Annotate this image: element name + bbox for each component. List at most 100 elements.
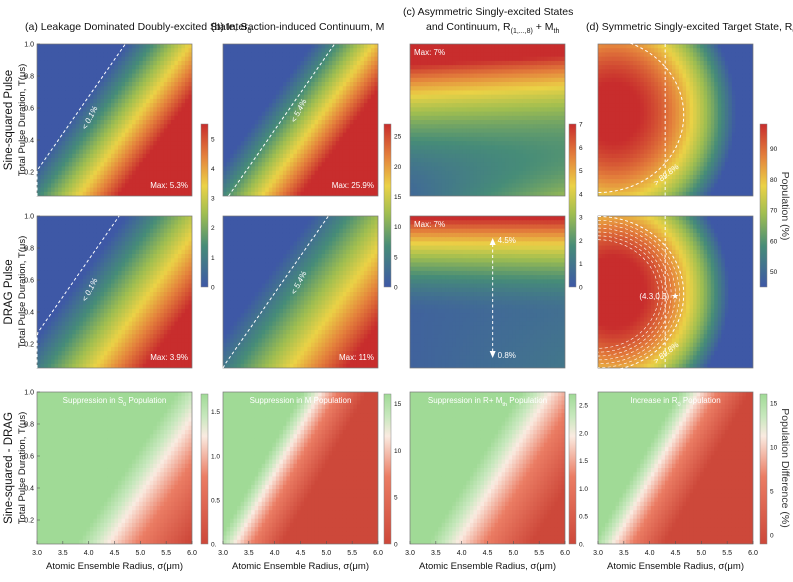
heatmap-cell <box>184 334 190 340</box>
heatmap-cell <box>58 446 63 452</box>
heatmap-cell <box>167 317 172 323</box>
heatmap-cell <box>160 334 165 340</box>
heatmap-cell <box>89 446 94 452</box>
heatmap-cell <box>184 313 190 318</box>
heatmap-cell <box>89 400 94 406</box>
heatmap-cell <box>61 270 66 276</box>
heatmap-cell <box>58 73 63 79</box>
heatmap-cell <box>51 73 56 79</box>
heatmap-cell <box>118 224 123 230</box>
heatmap-cell <box>167 459 172 465</box>
heatmap-cell <box>72 283 77 289</box>
heatmap-cell <box>121 283 126 289</box>
heatmap-cell <box>160 124 165 130</box>
heatmap-cell <box>142 476 147 482</box>
heatmap-cell <box>82 132 87 138</box>
heatmap-cell <box>139 145 144 151</box>
heatmap-cell <box>181 132 186 138</box>
heatmap-cell <box>114 338 119 344</box>
heatmap-cell <box>153 149 158 155</box>
heatmap-cell <box>107 52 112 58</box>
heatmap-cell <box>51 187 56 193</box>
heatmap-cell <box>103 459 109 465</box>
heatmap-cell <box>149 262 154 268</box>
colorbar-tick-label: 2 <box>211 225 215 232</box>
heatmap-cell <box>184 317 190 323</box>
heatmap-cell <box>114 141 119 146</box>
heatmap-cell <box>79 404 84 410</box>
heatmap-cell <box>75 438 80 444</box>
heatmap-cell <box>174 228 179 234</box>
heatmap-cell <box>75 220 80 226</box>
heatmap-cell <box>139 404 144 410</box>
heatmap-cell <box>100 325 105 331</box>
heatmap-cell <box>86 459 91 465</box>
heatmap-cell <box>237 48 242 54</box>
heatmap-cell <box>156 287 161 293</box>
heatmap-cell <box>110 334 116 340</box>
heatmap-cell <box>110 162 116 168</box>
heatmap-cell <box>47 442 52 448</box>
heatmap-cell <box>167 476 172 482</box>
heatmap-cell <box>61 421 66 427</box>
heatmap-cell <box>156 241 161 247</box>
heatmap-cell <box>54 480 59 486</box>
heatmap-cell <box>72 98 77 104</box>
heatmap-cell <box>167 56 172 62</box>
heatmap-cell <box>58 472 63 478</box>
heatmap-cell <box>96 539 102 544</box>
heatmap-cell <box>114 480 119 486</box>
heatmap-cell <box>110 292 116 297</box>
heatmap-cell <box>61 531 66 537</box>
heatmap-cell <box>86 136 91 142</box>
heatmap-cell <box>160 539 165 544</box>
heatmap-cell <box>86 241 91 247</box>
heatmap-cell <box>40 48 45 54</box>
heatmap-cell <box>100 363 105 368</box>
heatmap-cell <box>149 224 154 230</box>
heatmap-cell <box>121 258 126 264</box>
heatmap-cell <box>82 425 87 431</box>
heatmap-cell <box>156 103 161 108</box>
heatmap-cell <box>149 392 154 397</box>
heatmap-cell <box>118 304 123 310</box>
heatmap-cell <box>51 174 56 180</box>
heatmap-cell <box>40 430 45 435</box>
heatmap-cell <box>160 459 165 465</box>
heatmap-cell <box>51 468 56 473</box>
heatmap-cell <box>170 421 175 427</box>
heatmap-cell <box>156 535 161 541</box>
heatmap-cell <box>75 476 80 482</box>
heatmap-cell <box>167 191 172 196</box>
heatmap-cell <box>181 442 186 448</box>
heatmap-cell <box>167 187 172 193</box>
heatmap-cell <box>135 103 140 108</box>
heatmap-cell <box>93 94 98 100</box>
heatmap-cell <box>135 60 140 66</box>
heatmap-cell <box>103 162 109 168</box>
heatmap-cell <box>163 308 168 314</box>
heatmap-cell <box>44 103 49 108</box>
heatmap-cell <box>68 334 73 340</box>
heatmap-cell <box>184 98 190 104</box>
heatmap-cell <box>156 232 161 238</box>
heatmap-cell <box>89 44 94 49</box>
heatmap-cell <box>100 232 105 238</box>
heatmap-cell <box>125 313 130 318</box>
heatmap-cell <box>135 527 140 532</box>
heatmap-cell <box>223 170 228 176</box>
heatmap-cell <box>82 216 87 221</box>
heatmap-cell <box>54 183 59 189</box>
heatmap-cell <box>188 425 192 431</box>
heatmap-cell <box>100 187 105 193</box>
heatmap-cell <box>86 363 91 368</box>
heatmap-cell <box>135 400 140 406</box>
heatmap-cell <box>103 73 109 79</box>
heatmap-cell <box>163 455 168 461</box>
heatmap-cell <box>40 270 45 276</box>
heatmap-cell <box>72 136 77 142</box>
heatmap-cell <box>96 535 102 541</box>
heatmap-cell <box>61 65 66 70</box>
heatmap-cell <box>188 162 192 168</box>
heatmap-cell <box>103 463 109 469</box>
